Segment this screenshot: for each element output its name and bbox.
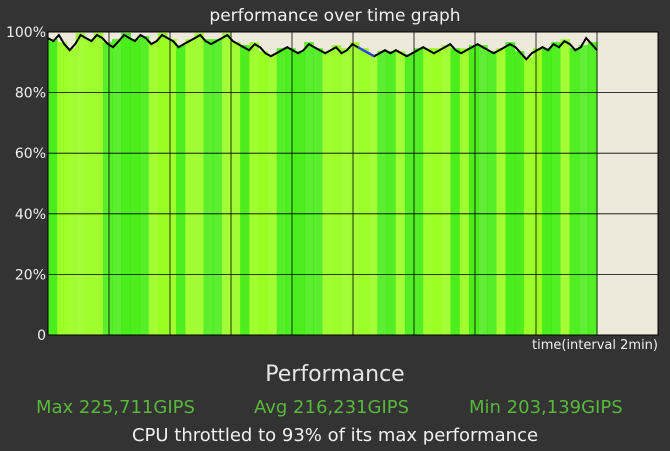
y-tick-label: 20% (15, 267, 46, 283)
area-stripe (578, 45, 589, 336)
area-stripe (285, 48, 296, 336)
performance-heading: Performance (265, 362, 405, 387)
area-fill (48, 33, 598, 336)
area-stripe (276, 48, 287, 336)
area-stripe (48, 39, 58, 336)
area-stripe (441, 45, 452, 336)
area-stripe (368, 54, 378, 336)
area-stripe (295, 51, 305, 336)
area-stripe (157, 33, 168, 335)
x-axis-label: time(interval 2min) (532, 338, 658, 353)
area-stripe (267, 54, 278, 336)
area-stripe (359, 48, 369, 336)
area-stripe (93, 33, 104, 335)
area-stripe (258, 51, 269, 336)
area-stripe (395, 51, 406, 336)
highlight-segment (357, 46, 375, 58)
area-stripe (212, 39, 223, 336)
area-stripe (203, 39, 214, 336)
y-tick-label: 0 (37, 328, 46, 344)
max-stat: Max 225,711GIPS (36, 397, 195, 418)
area-stripe (432, 48, 443, 336)
area-stripe (112, 39, 122, 336)
area-stripe (423, 48, 433, 336)
min-stat: Min 203,139GIPS (469, 397, 623, 418)
performance-line (47, 33, 598, 61)
area-stripe (102, 42, 113, 336)
area-stripe (386, 51, 397, 336)
area-stripe (313, 48, 324, 336)
area-stripe (121, 33, 131, 335)
area-stripe (304, 42, 314, 336)
throttle-summary: CPU throttled to 93% of its max performa… (131, 425, 539, 446)
area-stripe (414, 48, 424, 336)
area-stripe (249, 42, 260, 336)
area-stripe (221, 33, 232, 335)
area-stripe (176, 45, 186, 336)
area-stripe (569, 48, 580, 336)
y-tick-label: 40% (15, 207, 46, 223)
plot-border (47, 31, 659, 336)
avg-stat: Avg 216,231GIPS (254, 397, 410, 418)
area-stripe (587, 42, 598, 336)
area-stripe (231, 42, 241, 336)
area-stripe (166, 39, 177, 336)
area-stripe (542, 48, 552, 336)
area-stripe (468, 45, 479, 336)
area-stripe (240, 45, 250, 336)
area-stripe (148, 42, 159, 336)
area-stripe (560, 39, 571, 336)
area-stripe (487, 51, 497, 336)
area-stripe (194, 33, 205, 335)
area-stripe (349, 42, 360, 336)
area-stripe (505, 42, 516, 336)
area-stripe (496, 48, 507, 336)
chart-title: performance over time graph (209, 6, 461, 26)
area-stripe (551, 42, 561, 336)
area-stripe (478, 45, 488, 336)
area-stripe (404, 54, 415, 336)
y-tick-label: 100% (6, 25, 46, 41)
area-stripe (459, 48, 470, 336)
area-stripe (130, 39, 141, 336)
area-stripe (532, 48, 543, 336)
area-stripe (84, 39, 95, 336)
area-stripe (322, 51, 333, 336)
y-tick-label: 60% (15, 146, 46, 162)
area-stripe (185, 39, 195, 336)
area-stripe (75, 33, 86, 335)
area-stripe (514, 51, 525, 336)
area-stripe (450, 48, 461, 336)
area-stripe (139, 36, 150, 336)
area-stripe (523, 57, 534, 336)
area-stripe (331, 45, 342, 336)
area-stripe (340, 48, 351, 336)
area-stripe (57, 42, 67, 336)
y-tick-label: 80% (15, 86, 46, 102)
area-stripe (66, 48, 77, 336)
area-stripe (377, 51, 388, 336)
